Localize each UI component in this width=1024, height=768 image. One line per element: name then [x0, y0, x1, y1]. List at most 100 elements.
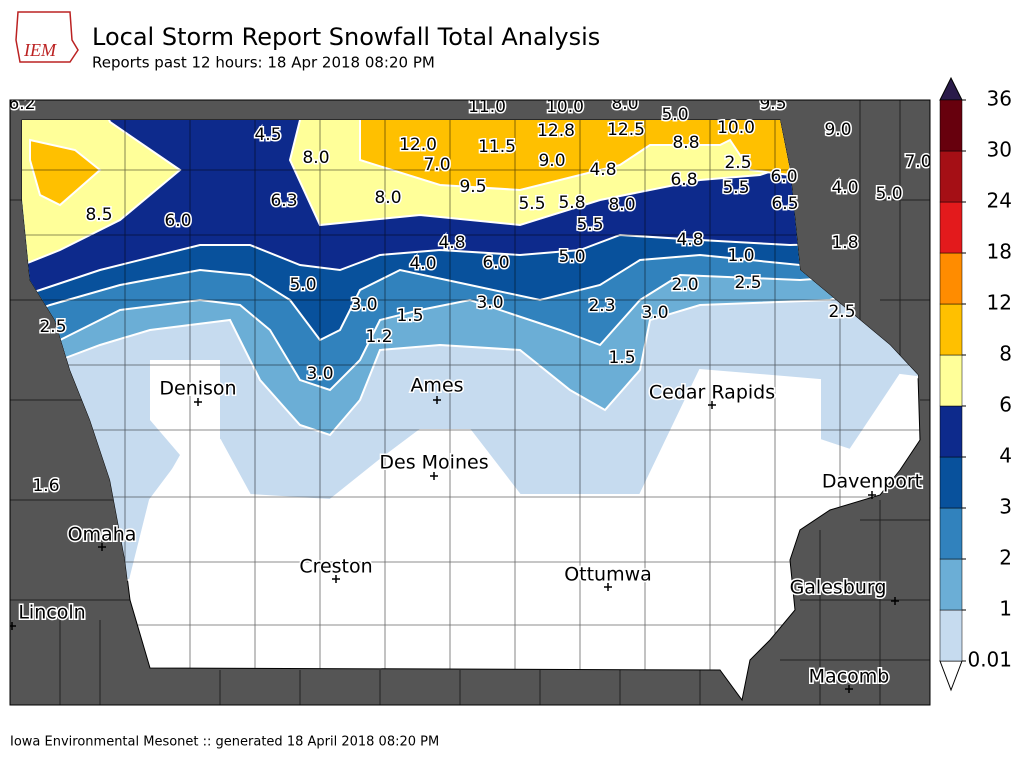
- report-value: 3.0: [476, 293, 503, 313]
- report-value: 2.5: [828, 302, 855, 322]
- colorbar-label: 0.01: [967, 648, 1012, 672]
- city-marker: [332, 575, 340, 583]
- colorbar-segment: [939, 150, 963, 203]
- bands: [22, 120, 920, 700]
- colorbar-label: 36: [987, 87, 1012, 111]
- colorbar-label: 6: [999, 393, 1012, 417]
- report-value: 4.8: [589, 160, 616, 180]
- colorbar-segment: [939, 507, 963, 560]
- city-label: Ames: [410, 375, 463, 397]
- colorbar-label: 12: [987, 291, 1012, 315]
- labels: 6.2 11.0 10.0 8.0 9.5 4.5 8.0 12.07.0 11.5 12.8 12…: [8, 94, 930, 693]
- report-value: 5.0: [661, 105, 688, 125]
- report-value: 2.3: [588, 296, 615, 316]
- city-marker: [604, 583, 612, 591]
- city-label: Omaha: [68, 524, 137, 546]
- colorbar-segment: [939, 252, 963, 305]
- report-value: 5.8: [558, 193, 585, 213]
- report-value: 6.5: [771, 194, 798, 214]
- report-value: 2.5: [39, 317, 66, 337]
- subtitle: Reports past 12 hours: 18 Apr 2018 08:20…: [92, 54, 435, 72]
- city-marker: [98, 543, 106, 551]
- report-value: 6.8: [670, 170, 697, 190]
- report-value: 5.0: [289, 275, 316, 295]
- report-value: 5.5: [722, 178, 749, 198]
- report-value: 9.5: [759, 94, 786, 114]
- colorbar-label: 4: [999, 444, 1012, 468]
- report-value: 12.8: [537, 121, 575, 141]
- report-value: 1.2: [365, 327, 392, 347]
- report-value: 7.0: [423, 155, 450, 175]
- title: Local Storm Report Snowfall Total Analys…: [92, 23, 600, 51]
- report-value: 9.0: [538, 151, 565, 171]
- report-value: 4.0: [409, 254, 436, 274]
- report-value: 10.0: [546, 97, 584, 117]
- report-value: 1.8: [831, 233, 858, 253]
- report-value: 11.5: [478, 137, 516, 157]
- colorbar-label: 8: [999, 342, 1012, 366]
- city-label: Macomb: [809, 666, 890, 688]
- report-value: 6.3: [270, 191, 297, 211]
- city-label: Creston: [299, 556, 372, 578]
- map: 6.2 11.0 10.0 8.0 9.5 4.5 8.0 12.07.0 11.5 12.8 12…: [8, 94, 930, 705]
- report-value: 5.0: [558, 247, 585, 267]
- report-value: 3.0: [641, 303, 668, 323]
- report-value: 9.5: [459, 177, 486, 197]
- colorbar-label: 3: [999, 495, 1012, 519]
- report-value: 8.0: [302, 148, 329, 168]
- colorbar-segment: [939, 456, 963, 509]
- report-value: 2.0: [671, 275, 698, 295]
- report-value: 6.2: [8, 94, 35, 114]
- city-label: Lincoln: [18, 602, 85, 624]
- city-label: Davenport: [822, 471, 922, 493]
- colorbar-over: [939, 76, 963, 101]
- report-value: 4.8: [438, 233, 465, 253]
- colorbar-segment: [939, 99, 963, 152]
- colorbar-label: 18: [987, 240, 1012, 264]
- city-label: Des Moines: [379, 452, 488, 474]
- colorbar-label: 1: [999, 597, 1012, 621]
- report-value: 4.8: [676, 230, 703, 250]
- colorbar-segment: [939, 558, 963, 611]
- colorbar-segment: [939, 303, 963, 356]
- report-value: 8.0: [608, 195, 635, 215]
- city-marker: [430, 472, 438, 480]
- report-value: 4.0: [831, 178, 858, 198]
- report-value: 11.0: [468, 97, 506, 117]
- report-value: 12.0: [399, 135, 437, 155]
- report-value: 3.0: [350, 295, 377, 315]
- city-label: Galesburg: [790, 577, 887, 599]
- report-value: 1.5: [396, 306, 423, 326]
- report-value: 8.0: [611, 94, 638, 114]
- report-value: 8.8: [672, 133, 699, 153]
- colorbar-segment: [939, 201, 963, 254]
- report-value: 4.5: [254, 125, 281, 145]
- city-marker: [708, 401, 716, 409]
- colorbar-label: 2: [999, 546, 1012, 570]
- city-label: Ottumwa: [564, 564, 652, 586]
- report-value: 5.5: [576, 215, 603, 235]
- colorbar-segment: [939, 405, 963, 458]
- report-value: 3.0: [306, 364, 333, 384]
- report-value: 5.5: [518, 194, 545, 214]
- city-marker: [10, 622, 16, 630]
- city-marker: [845, 685, 853, 693]
- report-value: 1.0: [727, 246, 754, 266]
- report-value: 6.0: [164, 211, 191, 231]
- report-value: 2.5: [734, 273, 761, 293]
- city-label: Cedar Rapids: [649, 382, 775, 404]
- report-value: 2.5: [724, 153, 751, 173]
- city-label: Denison: [159, 378, 236, 400]
- city-marker: [868, 491, 876, 499]
- report-value: 6.0: [482, 253, 509, 273]
- report-value: 1.5: [608, 348, 635, 368]
- report-value: 10.0: [717, 118, 755, 138]
- colorbar-label: 30: [987, 138, 1012, 162]
- city-marker: [194, 398, 202, 406]
- city-marker: [891, 597, 899, 605]
- report-value: 6.0: [770, 167, 797, 187]
- footer: Iowa Environmental Mesonet :: generated …: [10, 735, 439, 750]
- report-value: 12.5: [607, 120, 645, 140]
